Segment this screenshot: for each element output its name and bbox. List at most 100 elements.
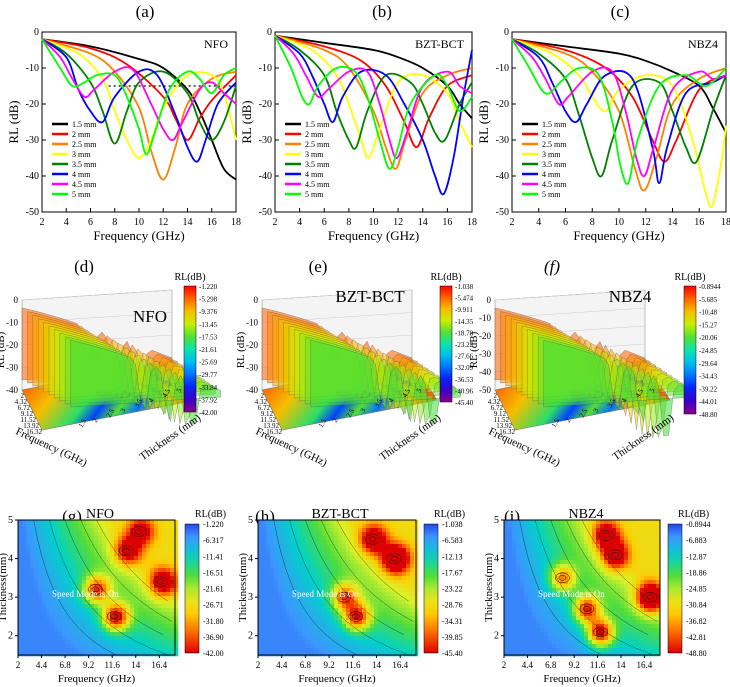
heatmap-cell: [520, 596, 525, 601]
heatmap-cell: [358, 620, 363, 625]
heatmap-cell: [170, 544, 175, 549]
heatmap-cell: [338, 536, 343, 541]
heatmap-cell: [170, 640, 175, 645]
heatmap-cell: [34, 556, 39, 561]
heatmap-cell: [512, 532, 517, 537]
heatmap-cell: [604, 584, 609, 589]
heatmap-cell: [648, 644, 653, 649]
heatmap-cell: [26, 620, 31, 625]
heatmap-cell: [402, 604, 407, 609]
heatmap-cell: [648, 624, 653, 629]
heatmap-cell: [34, 544, 39, 549]
heatmap-cell: [134, 632, 139, 637]
heatmap-cell: [70, 616, 75, 621]
heatmap-cell: [560, 524, 565, 529]
heatmap-cell: [322, 620, 327, 625]
heatmap-cell: [22, 576, 27, 581]
heatmap-cell: [628, 624, 633, 629]
heatmap-cell: [552, 632, 557, 637]
heatmap-cell: [262, 644, 267, 649]
heatmap-cell: [78, 592, 83, 597]
heatmap-cell: [262, 520, 267, 525]
heatmap-cell: [516, 552, 521, 557]
heatmap-cell: [98, 580, 103, 585]
heatmap-cell: [342, 592, 347, 597]
heatmap-cell: [330, 580, 335, 585]
heatmap-cell: [58, 532, 63, 537]
heatmap-cell: [86, 620, 91, 625]
heatmap-cell: [298, 568, 303, 573]
heatmap-cell: [548, 644, 553, 649]
x-tick-label: 8: [112, 217, 117, 228]
heatmap-cell: [544, 536, 549, 541]
heatmap-cell: [584, 532, 589, 537]
heatmap-cell: [174, 604, 179, 609]
heatmap-cell: [130, 632, 135, 637]
heatmap-cell: [620, 636, 625, 641]
heatmap-cell: [592, 540, 597, 545]
heatmap-cell: [162, 624, 167, 629]
heatmap-cell: [70, 580, 75, 585]
heatmap-cell: [102, 608, 107, 613]
heatmap-cell: [572, 628, 577, 633]
heatmap-cell: [656, 524, 661, 529]
x-tick-label: 16.4: [392, 660, 408, 670]
heatmap-cell: [322, 520, 327, 525]
heatmap-cell: [330, 524, 335, 529]
heatmap-cell: [350, 588, 355, 593]
heatmap-cell: [362, 600, 367, 605]
heatmap-cell: [58, 572, 63, 577]
heatmap-cell: [516, 560, 521, 565]
heatmap-cell: [274, 632, 279, 637]
heatmap-cell: [266, 572, 271, 577]
heatmap-cell: [394, 556, 399, 561]
heatmap-cell: [78, 624, 83, 629]
heatmap-cell: [576, 540, 581, 545]
heatmap-cell: [330, 556, 335, 561]
heatmap-cell: [166, 556, 171, 561]
heatmap-cell: [600, 544, 605, 549]
series-line: [274, 34, 473, 159]
heatmap-cell: [382, 556, 387, 561]
heatmap-cell: [508, 624, 513, 629]
thickness-tick-label: 4.5: [161, 387, 173, 399]
heatmap-cell: [18, 596, 23, 601]
z-tick-label: -30: [479, 349, 491, 359]
heatmap-cell: [520, 528, 525, 533]
heatmap-cell: [378, 520, 383, 525]
heatmap-cell: [90, 560, 95, 565]
heatmap-cell: [46, 536, 51, 541]
heatmap-cell: [78, 636, 83, 641]
heatmap-cell: [568, 588, 573, 593]
heatmap-cell: [146, 524, 151, 529]
heatmap-cell: [382, 596, 387, 601]
heatmap-cell: [616, 600, 621, 605]
heatmap-cell: [102, 640, 107, 645]
heatmap-cell: [656, 548, 661, 553]
heatmap-cell: [22, 544, 27, 549]
thickness-tick-label: 1.5: [317, 417, 329, 429]
heatmap-cell: [50, 548, 55, 553]
heatmap-cell: [584, 544, 589, 549]
heatmap-cell: [398, 532, 403, 537]
heatmap-cell: [394, 644, 399, 649]
heatmap-cell: [572, 600, 577, 605]
heatmap-cell: [552, 600, 557, 605]
heatmap-cell: [286, 568, 291, 573]
heatmap-cell: [102, 648, 107, 653]
heatmap-cell: [38, 536, 43, 541]
heatmap-cell: [390, 552, 395, 557]
heatmap-cell: [504, 624, 509, 629]
heatmap-cell: [98, 596, 103, 601]
heatmap-cell: [270, 568, 275, 573]
heatmap-cell: [86, 540, 91, 545]
heatmap-cell: [122, 556, 127, 561]
heatmap-cell: [330, 576, 335, 581]
heatmap-cell: [644, 528, 649, 533]
heatmap-cell: [596, 620, 601, 625]
heatmap-cell: [608, 632, 613, 637]
heatmap-cell: [596, 576, 601, 581]
heatmap-cell: [568, 536, 573, 541]
heatmap-cell: [114, 580, 119, 585]
heatmap-cell: [310, 624, 315, 629]
